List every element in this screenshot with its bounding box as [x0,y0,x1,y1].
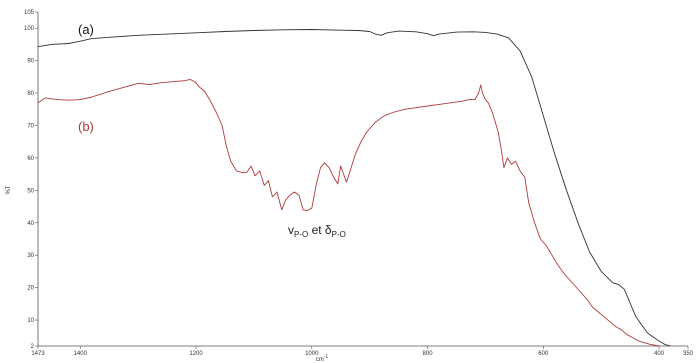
y-tick-label: 40 [27,221,34,227]
annotation-mid: et δ [308,223,332,237]
x-tick-label: 600 [538,351,549,357]
annotation-sub-1: P-O [294,230,308,239]
x-tick-label: 350 [683,351,694,357]
axes [35,11,689,349]
x-tick-label: 1400 [74,351,88,357]
y-tick-label: 10 [27,318,34,324]
y-tick-label: 80 [27,91,34,97]
y-tick-label: 70 [27,123,34,129]
x-tick-label: 1000 [305,351,319,357]
series-line-b [37,78,660,347]
series-line-a [37,29,671,347]
band-annotation: vP-O et δP-O [288,223,346,239]
annotation-nu: v [288,223,294,237]
series-label-a: (a) [78,22,94,37]
y-axis-title: %T [6,185,12,194]
y-tick-label: 105 [24,10,35,16]
x-axis-title: cm-1 [316,354,329,363]
x-tick-label: 800 [423,351,434,357]
y-tick-label: 50 [27,188,34,194]
x-tick-label: 1473 [31,351,45,357]
y-tick-label: 100 [24,26,35,32]
series-label-b: (b) [78,119,94,134]
y-tick-label: 60 [27,156,34,162]
y-tick-label: 2 [31,344,35,350]
tick-labels: 2 10 20 30 40 50 60 70 80 90 100 105 1473 1400 1200 100… [24,10,694,357]
x-tick-label: 400 [654,351,665,357]
x-axis-title-exponent: -1 [324,354,329,360]
y-tick-label: 30 [27,253,34,259]
y-tick-label: 90 [27,59,34,65]
x-tick-label: 1200 [189,351,203,357]
series-lines [37,29,671,347]
annotation-sub-2: P-O [332,230,346,239]
x-axis-title-unit: cm [316,357,324,363]
y-tick-label: 20 [27,286,34,292]
